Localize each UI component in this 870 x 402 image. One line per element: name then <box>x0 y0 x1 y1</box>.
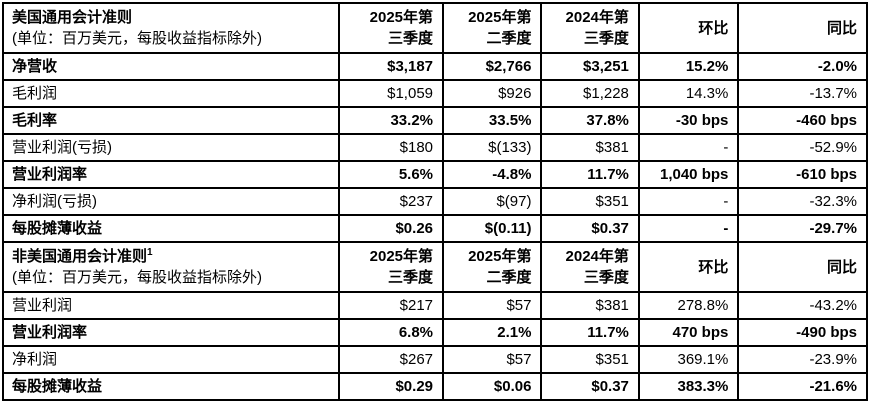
cell-yoy: -21.6% <box>737 372 868 401</box>
column-header-yoy: 同比 <box>737 2 868 54</box>
cell-q3-2024: $351 <box>540 345 640 374</box>
column-header-q2-2025: 2025年第 二季度 <box>442 2 543 54</box>
row-label: 净利润(亏损) <box>2 187 340 216</box>
cell-q2-2025: 33.5% <box>442 106 543 135</box>
cell-yoy: -29.7% <box>737 214 868 243</box>
cell-yoy: -43.2% <box>737 291 868 320</box>
row-label: 毛利润 <box>2 79 340 108</box>
non-gaap-section-subtitle: (单位：百万美元，每股收益指标除外) <box>12 269 262 286</box>
cell-q2-2025: $2,766 <box>442 52 543 81</box>
cell-q3-2025: $0.26 <box>337 214 445 243</box>
cell-q2-2025: $(0.11) <box>442 214 543 243</box>
cell-yoy: -23.9% <box>737 345 868 374</box>
column-header-q2-2025: 2025年第 二季度 <box>442 241 543 293</box>
cell-q3-2025: $1,059 <box>337 79 445 108</box>
row-label: 营业利润(亏损) <box>2 133 340 162</box>
cell-qoq: 15.2% <box>637 52 740 81</box>
column-header-q3-2024: 2024年第 三季度 <box>540 241 640 293</box>
non-gaap-section-title: 非美国通用会计准则1 <box>12 247 153 266</box>
table-row-gross-margin: 毛利率 33.2% 33.5% 37.8% -30 bps -460 bps <box>2 106 868 135</box>
cell-q3-2025: $180 <box>337 133 445 162</box>
cell-yoy: -52.9% <box>737 133 868 162</box>
cell-q3-2024: $351 <box>540 187 640 216</box>
row-label: 毛利率 <box>2 106 340 135</box>
row-label: 净利润 <box>2 345 340 374</box>
cell-q3-2024: 37.8% <box>540 106 640 135</box>
cell-q3-2025: 5.6% <box>337 160 445 189</box>
table-row-gross-profit: 毛利润 $1,059 $926 $1,228 14.3% -13.7% <box>2 79 868 108</box>
row-label: 每股摊薄收益 <box>2 214 340 243</box>
cell-q3-2025: 6.8% <box>337 318 445 347</box>
cell-qoq: 14.3% <box>637 79 740 108</box>
cell-yoy: -13.7% <box>737 79 868 108</box>
cell-qoq: 369.1% <box>637 345 740 374</box>
row-label: 营业利润 <box>2 291 340 320</box>
cell-q2-2025: $0.06 <box>442 372 543 401</box>
column-header-qoq: 环比 <box>637 2 740 54</box>
cell-q2-2025: $(133) <box>442 133 543 162</box>
cell-q3-2025: $267 <box>337 345 445 374</box>
row-label: 净营收 <box>2 52 340 81</box>
column-header-q3-2024: 2024年第 三季度 <box>540 2 640 54</box>
gaap-section-subtitle: (单位：百万美元，每股收益指标除外) <box>12 30 262 47</box>
non-gaap-header-row: 非美国通用会计准则1 (单位：百万美元，每股收益指标除外) 2025年第 三季度… <box>2 241 868 293</box>
cell-q2-2025: $57 <box>442 291 543 320</box>
table-row-non-gaap-diluted-eps: 每股摊薄收益 $0.29 $0.06 $0.37 383.3% -21.6% <box>2 372 868 401</box>
cell-q3-2024: $381 <box>540 133 640 162</box>
cell-yoy: -490 bps <box>737 318 868 347</box>
cell-q3-2025: $0.29 <box>337 372 445 401</box>
cell-q2-2025: $(97) <box>442 187 543 216</box>
cell-yoy: -32.3% <box>737 187 868 216</box>
cell-qoq: - <box>637 133 740 162</box>
cell-yoy: -2.0% <box>737 52 868 81</box>
cell-q2-2025: $926 <box>442 79 543 108</box>
table-row-operating-margin: 营业利润率 5.6% -4.8% 11.7% 1,040 bps -610 bp… <box>2 160 868 189</box>
row-label: 营业利润率 <box>2 160 340 189</box>
row-label: 营业利润率 <box>2 318 340 347</box>
footnote-marker: 1 <box>147 247 153 258</box>
column-header-q3-2025: 2025年第 三季度 <box>337 2 445 54</box>
gaap-section-title: 美国通用会计准则 <box>12 9 133 26</box>
cell-qoq: - <box>637 187 740 216</box>
cell-q3-2024: $1,228 <box>540 79 640 108</box>
cell-yoy: -610 bps <box>737 160 868 189</box>
cell-q3-2024: 11.7% <box>540 160 640 189</box>
cell-q3-2024: $381 <box>540 291 640 320</box>
gaap-header-row: 美国通用会计准则 (单位：百万美元，每股收益指标除外) 2025年第 三季度 2… <box>2 2 868 54</box>
cell-q3-2024: $3,251 <box>540 52 640 81</box>
cell-q3-2024: 11.7% <box>540 318 640 347</box>
cell-q3-2025: $217 <box>337 291 445 320</box>
column-header-q3-2025: 2025年第 三季度 <box>337 241 445 293</box>
cell-qoq: -30 bps <box>637 106 740 135</box>
table-row-net-income-loss: 净利润(亏损) $237 $(97) $351 - -32.3% <box>2 187 868 216</box>
table-row-operating-income-loss: 营业利润(亏损) $180 $(133) $381 - -52.9% <box>2 133 868 162</box>
cell-qoq: - <box>637 214 740 243</box>
cell-yoy: -460 bps <box>737 106 868 135</box>
cell-qoq: 470 bps <box>637 318 740 347</box>
cell-q3-2025: $237 <box>337 187 445 216</box>
cell-qoq: 1,040 bps <box>637 160 740 189</box>
column-header-qoq: 环比 <box>637 241 740 293</box>
row-label: 每股摊薄收益 <box>2 372 340 401</box>
non-gaap-section-header: 非美国通用会计准则1 (单位：百万美元，每股收益指标除外) <box>2 241 340 293</box>
cell-qoq: 278.8% <box>637 291 740 320</box>
cell-q2-2025: 2.1% <box>442 318 543 347</box>
table-row-diluted-eps: 每股摊薄收益 $0.26 $(0.11) $0.37 - -29.7% <box>2 214 868 243</box>
table-row-non-gaap-net-income: 净利润 $267 $57 $351 369.1% -23.9% <box>2 345 868 374</box>
cell-q2-2025: $57 <box>442 345 543 374</box>
cell-qoq: 383.3% <box>637 372 740 401</box>
cell-q3-2025: $3,187 <box>337 52 445 81</box>
cell-q3-2025: 33.2% <box>337 106 445 135</box>
cell-q3-2024: $0.37 <box>540 372 640 401</box>
cell-q2-2025: -4.8% <box>442 160 543 189</box>
table-row-non-gaap-operating-income: 营业利润 $217 $57 $381 278.8% -43.2% <box>2 291 868 320</box>
cell-q3-2024: $0.37 <box>540 214 640 243</box>
table-row-net-revenue: 净营收 $3,187 $2,766 $3,251 15.2% -2.0% <box>2 52 868 81</box>
column-header-yoy: 同比 <box>737 241 868 293</box>
gaap-section-header: 美国通用会计准则 (单位：百万美元，每股收益指标除外) <box>2 2 340 54</box>
table-row-non-gaap-operating-margin: 营业利润率 6.8% 2.1% 11.7% 470 bps -490 bps <box>2 318 868 347</box>
